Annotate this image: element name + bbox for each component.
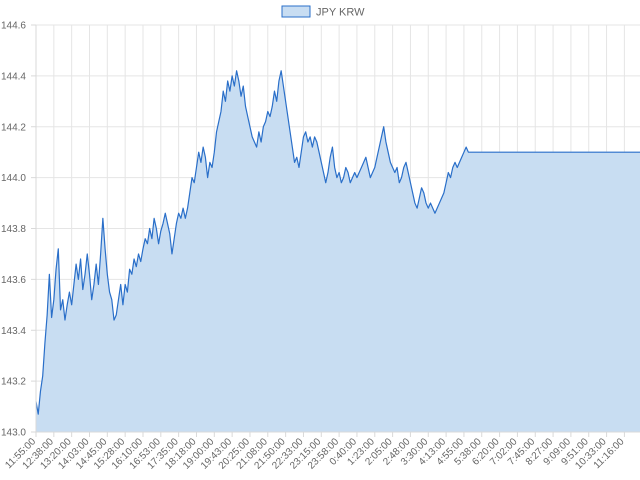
y-tick-label: 143.0 (1, 428, 26, 439)
y-tick-label: 143.4 (1, 326, 26, 337)
series-layer (35, 70, 640, 432)
y-tick-label: 144.4 (1, 71, 26, 82)
y-tick-label: 144.2 (1, 122, 26, 133)
legend-label[interactable]: JPY KRW (316, 7, 365, 19)
legend[interactable]: JPY KRW (281, 5, 365, 19)
series-line-jpy-krw (35, 70, 640, 415)
legend-swatch[interactable] (281, 5, 311, 18)
y-tick-label: 143.6 (1, 275, 26, 286)
y-tick-label: 144.0 (1, 173, 26, 184)
y-tick-label: 143.2 (1, 377, 26, 388)
series-area-jpy-krw (36, 70, 640, 432)
y-tick-label: 143.8 (1, 224, 26, 235)
axis-layer: 143.0 143.2 143.4 143.6 143.8 144.0 144.2 144.4… (1, 21, 640, 472)
y-tick-label: 144.6 (1, 21, 26, 32)
